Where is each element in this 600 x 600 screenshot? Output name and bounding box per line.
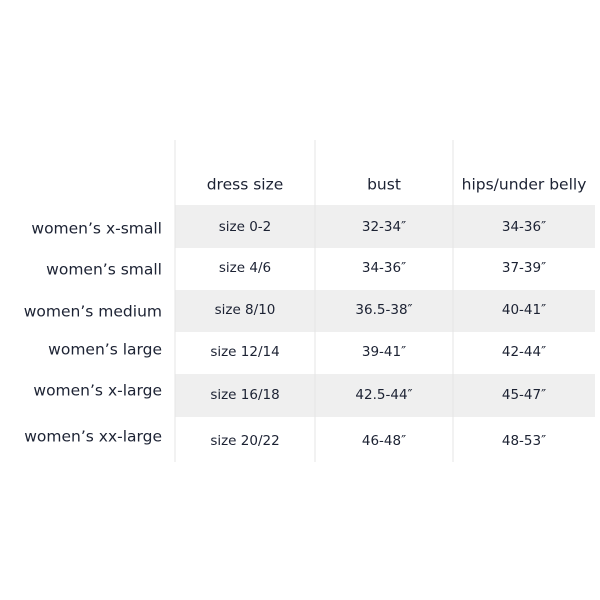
row-band [175, 205, 595, 248]
table-cell: 42-44″ [502, 344, 546, 360]
table-cell: 34-36″ [502, 219, 546, 235]
table-cell: 39-41″ [362, 344, 406, 360]
table-cell: 37-39″ [502, 260, 546, 276]
row-label: women’s x-small [31, 220, 162, 238]
table-cell: 32-34″ [362, 219, 406, 235]
column-header: hips/under belly [462, 176, 587, 194]
column-header: dress size [207, 176, 284, 194]
row-band [175, 374, 595, 417]
table-cell: 36.5-38″ [355, 302, 412, 318]
table-cell: 40-41″ [502, 302, 546, 318]
table-cell: size 16/18 [210, 387, 279, 403]
row-label: women’s small [46, 261, 162, 279]
row-band [175, 290, 595, 332]
table-cell: 45-47″ [502, 387, 546, 403]
table-cell: size 0-2 [219, 219, 272, 235]
table-cell: 42.5-44″ [355, 387, 412, 403]
row-label: women’s large [48, 341, 162, 359]
table-cell: size 4/6 [219, 260, 271, 276]
row-label: women’s medium [24, 303, 162, 321]
table-cell: size 8/10 [215, 302, 276, 318]
column-header: bust [367, 176, 401, 194]
row-label: women’s x-large [33, 382, 162, 400]
table-cell: size 12/14 [210, 344, 279, 360]
table-cell: 46-48″ [362, 433, 406, 449]
row-label: women’s xx-large [24, 428, 162, 446]
table-cell: size 20/22 [210, 433, 279, 449]
table-cell: 34-36″ [362, 260, 406, 276]
table-cell: 48-53″ [502, 433, 546, 449]
